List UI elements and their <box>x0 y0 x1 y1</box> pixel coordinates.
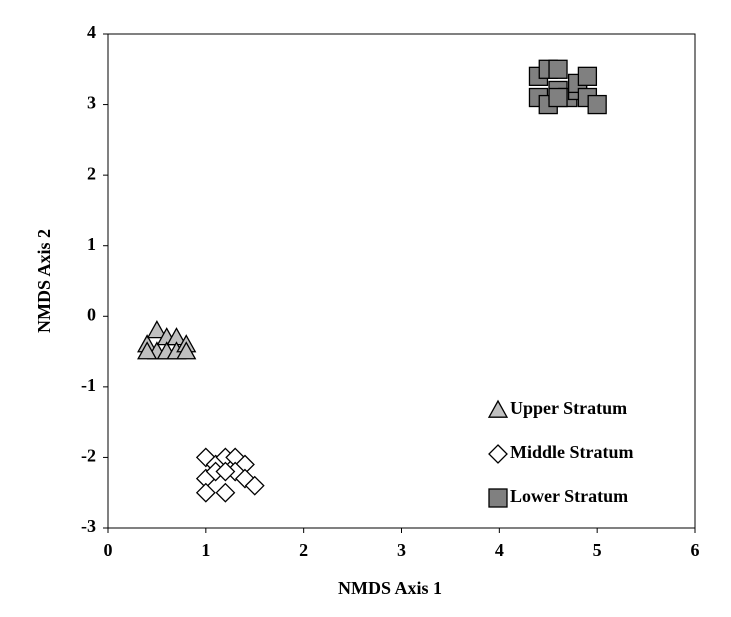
triangle-marker <box>176 341 197 360</box>
y-axis-title: NMDS Axis 2 <box>34 229 54 333</box>
x-tick-label: 4 <box>495 540 504 560</box>
square-marker <box>548 87 568 108</box>
y-tick-label: -3 <box>81 516 96 536</box>
x-tick-label: 3 <box>397 540 406 560</box>
diamond-marker <box>215 482 236 503</box>
legend-label: Lower Stratum <box>510 486 628 506</box>
x-tick-label: 0 <box>104 540 113 560</box>
x-tick-label: 5 <box>593 540 602 560</box>
diamond-marker <box>215 461 236 482</box>
legend-marker <box>488 488 508 508</box>
square-marker <box>577 66 598 86</box>
x-tick-label: 2 <box>299 540 308 560</box>
square-marker <box>548 59 568 79</box>
x-tick-label: 6 <box>691 540 700 560</box>
square-marker <box>587 94 607 115</box>
diamond-marker <box>195 482 216 503</box>
triangle-marker <box>137 341 158 360</box>
y-tick-label: -1 <box>81 375 96 395</box>
y-tick-label: 0 <box>87 304 96 324</box>
legend-marker <box>488 444 508 464</box>
y-tick-label: 1 <box>87 234 96 254</box>
y-tick-label: 4 <box>87 22 96 42</box>
legend-label: Upper Stratum <box>510 398 627 418</box>
x-tick-label: 1 <box>201 540 210 560</box>
y-tick-label: 2 <box>87 163 96 183</box>
y-tick-label: -2 <box>81 446 96 466</box>
y-tick-label: 3 <box>87 93 96 113</box>
diamond-marker <box>244 475 265 496</box>
triangle-marker <box>146 320 168 339</box>
legend-marker <box>487 399 509 418</box>
x-axis-title: NMDS Axis 1 <box>338 578 442 598</box>
legend-label: Middle Stratum <box>510 442 634 462</box>
